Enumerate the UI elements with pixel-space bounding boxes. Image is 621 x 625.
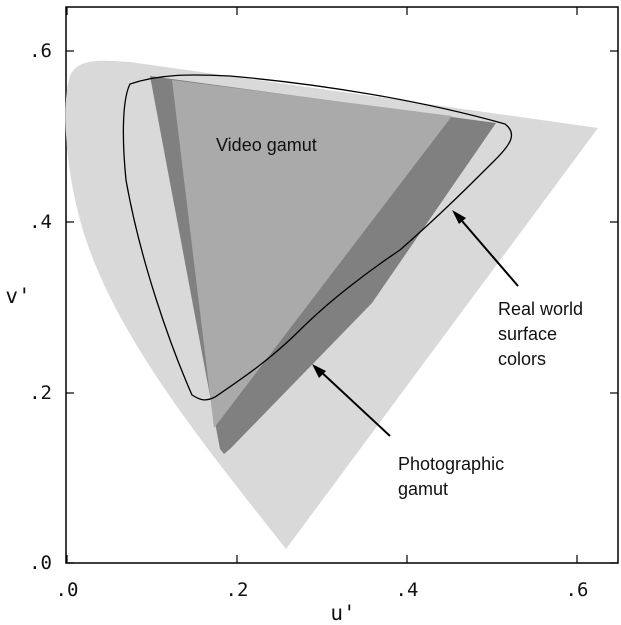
arrow-photographic <box>317 368 391 437</box>
ticks <box>66 7 618 564</box>
x-tick-label: .0 <box>56 579 79 601</box>
x-tick-label: .4 <box>396 579 419 601</box>
y-tick-label: .6 <box>29 40 52 62</box>
real-world-label-line3: colors <box>498 349 546 369</box>
arrow-real-world-head <box>452 210 466 224</box>
arrow-photographic-head <box>312 364 326 378</box>
real-world-label-line1: Real world <box>498 299 583 319</box>
video-gamut-region <box>172 80 452 428</box>
photographic-label-line2: gamut <box>398 479 448 499</box>
photographic-label-line1: Photographic <box>398 454 504 474</box>
video-gamut-label: Video gamut <box>216 135 317 155</box>
real-world-label-line2: surface <box>498 324 557 344</box>
x-axis-title: u' <box>330 601 355 625</box>
x-tick-label: .6 <box>566 579 589 601</box>
y-axis-title: v' <box>5 284 30 308</box>
x-tick-label: .2 <box>226 579 249 601</box>
surface-colors-outline <box>122 74 513 401</box>
y-tick-label: .0 <box>29 552 52 574</box>
arrow-real-world <box>455 213 519 287</box>
y-tick-label: .4 <box>29 211 52 233</box>
y-tick-label: .2 <box>29 382 52 404</box>
